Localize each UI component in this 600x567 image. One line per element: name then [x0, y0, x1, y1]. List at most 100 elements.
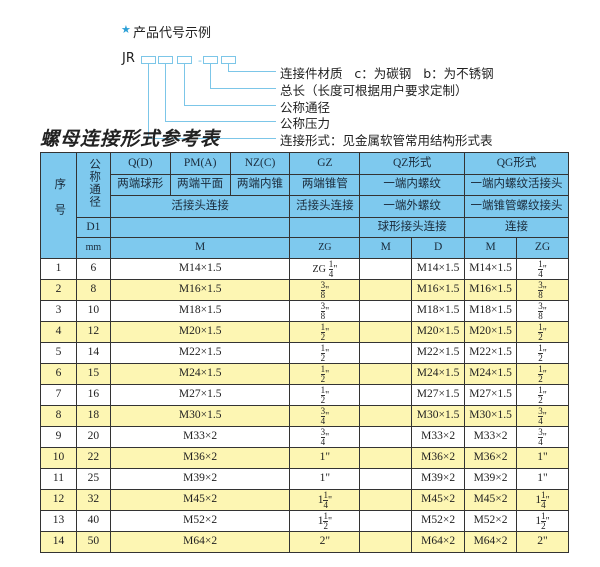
denominator: 8 [538, 310, 543, 321]
cell-qz-m [359, 531, 413, 553]
header-desc: 一端外螺纹 [359, 195, 466, 218]
cell-seq: 9 [40, 426, 77, 448]
cell-gz-zg: 3 8 " [289, 279, 361, 301]
cell-qz-m [359, 342, 413, 364]
cell-dn: 12 [75, 321, 111, 343]
cell-qg-m: M45×2 [464, 489, 518, 511]
zg-whole: 1 [317, 493, 324, 506]
cell-seq: 1 [40, 258, 77, 280]
header-type: QG形式 [464, 152, 569, 175]
cell-qz-d: M14×1.5 [411, 258, 466, 280]
numerator: 3 [320, 405, 326, 417]
denominator: 4 [320, 436, 326, 447]
inch-mark: " [325, 368, 330, 380]
cell-qg-zg: 3 4 " [516, 426, 569, 448]
table-row: 7 16 M27×1.5 1 2 " M27×1.5 M27×1.5 1 2 " [40, 384, 569, 406]
inch-mark: " [542, 347, 547, 359]
header-desc: 活接头连接 [289, 195, 361, 218]
denominator: 4 [538, 415, 543, 426]
table-row: 5 14 M22×1.5 1 2 " M22×1.5 M22×1.5 1 2 " [40, 342, 569, 364]
numerator: 3 [320, 426, 326, 438]
cell-gz-zg: 1" [289, 468, 361, 490]
cell-m: M64×2 [109, 531, 291, 553]
numerator: 1 [541, 489, 546, 501]
cell-dn: 20 [75, 426, 111, 448]
zg-whole: 1 [535, 493, 542, 506]
cell-qz-d: M64×2 [411, 531, 466, 553]
header-d1: D1 [75, 217, 111, 238]
star-icon: ★ [121, 23, 131, 36]
header-desc: 两端内锥 [229, 174, 291, 196]
cell-qz-m [359, 510, 413, 532]
cell-dn: 40 [75, 510, 111, 532]
cell-gz-zg: 1 2 " [289, 321, 361, 343]
table-row: 14 50 M64×2 2" M64×2 M64×2 2" [40, 531, 569, 553]
numerator: 1 [538, 363, 543, 375]
header-type: PM(A) [169, 152, 231, 175]
denominator: 4 [538, 268, 543, 279]
inch-mark: " [542, 284, 547, 296]
denominator: 4 [328, 268, 334, 279]
cell-qg-zg: 1" [516, 447, 569, 469]
header-desc: 一端锥管螺纹接头 [464, 195, 569, 218]
cell-qg-m: M52×2 [464, 510, 518, 532]
inch-mark: " [325, 347, 330, 359]
numerator: 1 [323, 489, 328, 501]
numerator: 1 [320, 321, 326, 333]
header-unit: M [109, 237, 291, 259]
cell-gz-zg: 1 2 " [289, 384, 361, 406]
cell-m: M30×1.5 [109, 405, 291, 427]
leader-line [165, 121, 276, 122]
header-desc: 一端内螺纹 [359, 174, 466, 196]
header-desc: 活接头连接 [109, 195, 291, 218]
cell-qg-m: M14×1.5 [464, 258, 518, 280]
cell-qz-m [359, 384, 413, 406]
numerator: 1 [538, 384, 543, 396]
table-row: 4 12 M20×1.5 1 2 " M20×1.5 M20×1.5 1 2 " [40, 321, 569, 343]
cell-qg-zg: 3 8 " [516, 279, 569, 301]
example-title: 产品代号示例 [133, 26, 212, 41]
cell-seq: 11 [40, 468, 77, 490]
cell-seq: 4 [40, 321, 77, 343]
numerator: 3 [538, 405, 543, 417]
leader-line [148, 138, 276, 139]
header-mm: mm [75, 237, 111, 259]
leader-line [184, 64, 185, 105]
label-length: 总长（长度可根据用户要求定制） [280, 83, 468, 98]
cell-m: M39×2 [109, 468, 291, 490]
inch-mark: " [542, 263, 547, 275]
cell-dn: 8 [75, 279, 111, 301]
inch-mark: " [542, 389, 547, 401]
cell-dn: 18 [75, 405, 111, 427]
cell-qz-d: M33×2 [411, 426, 466, 448]
inch-mark: " [325, 305, 330, 317]
cell-qg-zg: 1" [516, 468, 569, 490]
denominator: 4 [323, 499, 328, 510]
header-type: Q(D) [109, 152, 171, 175]
code-dash: - [198, 54, 202, 67]
inch-mark: " [325, 326, 330, 338]
cell-seq: 3 [40, 300, 77, 322]
denominator: 4 [538, 436, 543, 447]
cell-qg-zg: 1 2 " [516, 342, 569, 364]
header-unit: ZG [516, 237, 569, 259]
label-pressure: 公称压力 [280, 116, 331, 131]
numerator: 1 [538, 258, 543, 270]
denominator: 2 [320, 331, 326, 342]
cell-dn: 25 [75, 468, 111, 490]
zg-whole: 1" [319, 472, 331, 485]
numerator: 1 [323, 510, 328, 522]
header-desc: 连接 [464, 217, 569, 238]
cell-m: M33×2 [109, 426, 291, 448]
cell-dn: 50 [75, 531, 111, 553]
denominator: 8 [320, 289, 326, 300]
cell-seq: 14 [40, 531, 77, 553]
cell-m: M18×1.5 [109, 300, 291, 322]
header-seq: 序号 [40, 152, 77, 259]
inch-mark: " [542, 368, 547, 380]
